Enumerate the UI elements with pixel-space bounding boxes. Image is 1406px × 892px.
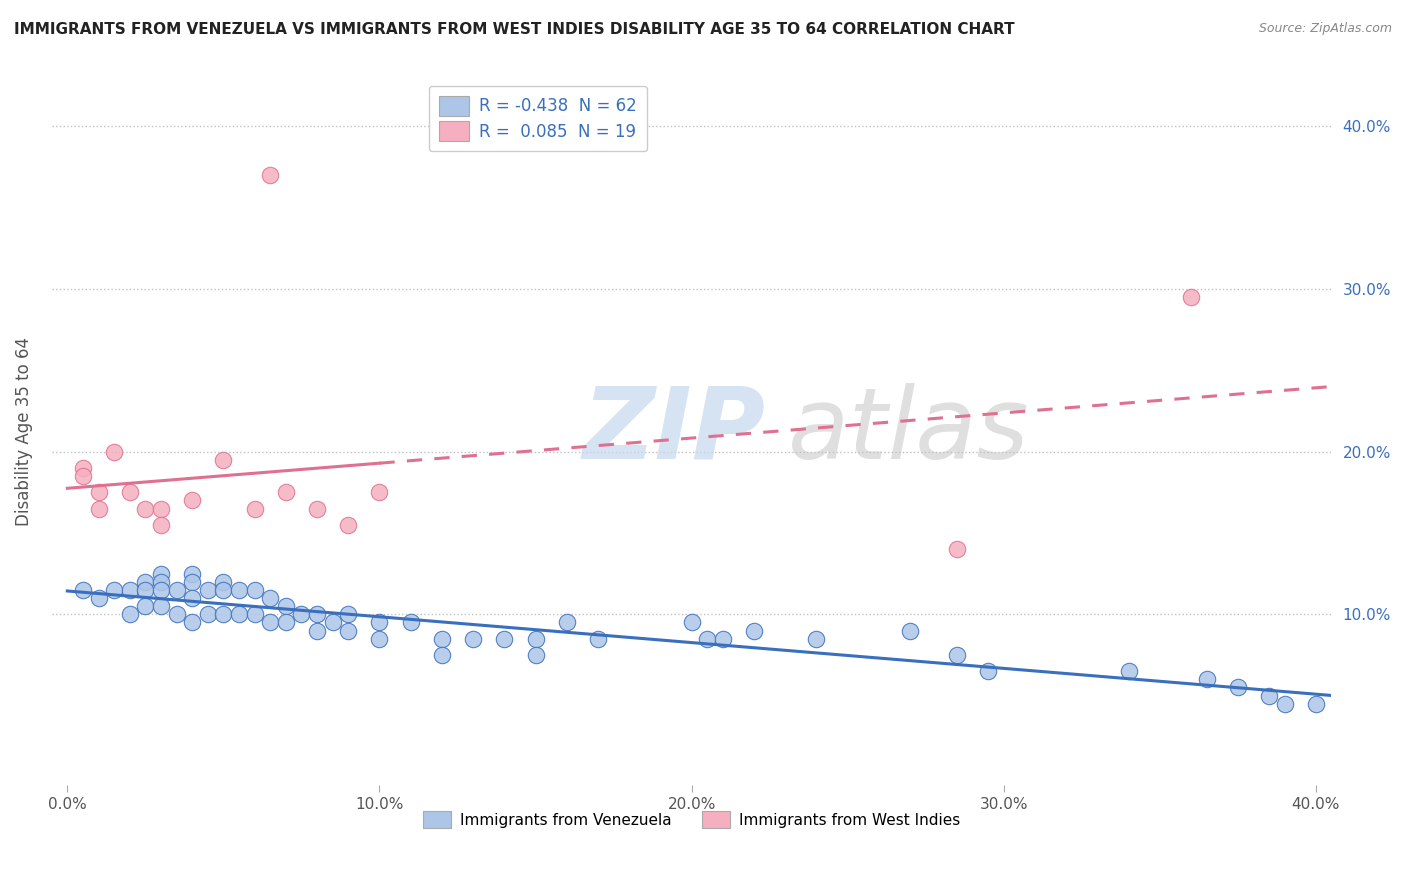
- Point: [228, 582, 250, 597]
- Point: [103, 444, 125, 458]
- Point: [946, 648, 969, 662]
- Point: [72, 469, 94, 483]
- Point: [87, 485, 110, 500]
- Point: [150, 566, 173, 581]
- Text: Source: ZipAtlas.com: Source: ZipAtlas.com: [1258, 22, 1392, 36]
- Point: [742, 624, 765, 638]
- Point: [494, 632, 516, 646]
- Point: [212, 607, 235, 622]
- Point: [243, 501, 266, 516]
- Point: [711, 632, 734, 646]
- Point: [430, 648, 453, 662]
- Point: [337, 517, 360, 532]
- Point: [243, 582, 266, 597]
- Point: [197, 582, 219, 597]
- Point: [274, 485, 297, 500]
- Point: [1274, 697, 1296, 711]
- Point: [72, 461, 94, 475]
- Point: [1118, 664, 1140, 678]
- Point: [524, 632, 547, 646]
- Text: IMMIGRANTS FROM VENEZUELA VS IMMIGRANTS FROM WEST INDIES DISABILITY AGE 35 TO 64: IMMIGRANTS FROM VENEZUELA VS IMMIGRANTS …: [14, 22, 1015, 37]
- Point: [150, 574, 173, 589]
- Point: [181, 591, 204, 605]
- Point: [337, 624, 360, 638]
- Point: [243, 607, 266, 622]
- Point: [322, 615, 344, 630]
- Point: [166, 582, 188, 597]
- Point: [1195, 673, 1218, 687]
- Point: [150, 517, 173, 532]
- Point: [461, 632, 484, 646]
- Point: [1180, 290, 1202, 304]
- Point: [1305, 697, 1327, 711]
- Point: [181, 566, 204, 581]
- Point: [103, 582, 125, 597]
- Point: [681, 615, 703, 630]
- Point: [87, 591, 110, 605]
- Point: [696, 632, 718, 646]
- Point: [305, 607, 328, 622]
- Point: [150, 599, 173, 614]
- Point: [150, 582, 173, 597]
- Point: [368, 615, 391, 630]
- Point: [524, 648, 547, 662]
- Point: [228, 607, 250, 622]
- Text: ZIP: ZIP: [583, 383, 766, 480]
- Point: [368, 632, 391, 646]
- Point: [118, 607, 141, 622]
- Point: [274, 599, 297, 614]
- Point: [212, 582, 235, 597]
- Point: [150, 501, 173, 516]
- Point: [555, 615, 578, 630]
- Point: [399, 615, 422, 630]
- Legend: Immigrants from Venezuela, Immigrants from West Indies: Immigrants from Venezuela, Immigrants fr…: [418, 805, 966, 834]
- Point: [134, 501, 156, 516]
- Point: [368, 485, 391, 500]
- Y-axis label: Disability Age 35 to 64: Disability Age 35 to 64: [15, 337, 32, 525]
- Point: [586, 632, 609, 646]
- Point: [181, 493, 204, 508]
- Point: [430, 632, 453, 646]
- Point: [197, 607, 219, 622]
- Point: [134, 599, 156, 614]
- Point: [274, 615, 297, 630]
- Point: [977, 664, 1000, 678]
- Point: [212, 452, 235, 467]
- Point: [118, 485, 141, 500]
- Point: [87, 501, 110, 516]
- Point: [181, 574, 204, 589]
- Point: [134, 574, 156, 589]
- Point: [946, 542, 969, 557]
- Point: [212, 574, 235, 589]
- Point: [259, 615, 281, 630]
- Point: [898, 624, 921, 638]
- Point: [118, 582, 141, 597]
- Point: [181, 615, 204, 630]
- Point: [305, 501, 328, 516]
- Point: [806, 632, 828, 646]
- Point: [337, 607, 360, 622]
- Point: [1226, 681, 1249, 695]
- Point: [259, 168, 281, 182]
- Point: [72, 582, 94, 597]
- Point: [290, 607, 312, 622]
- Point: [1258, 689, 1281, 703]
- Point: [259, 591, 281, 605]
- Point: [305, 624, 328, 638]
- Text: atlas: atlas: [787, 383, 1029, 480]
- Point: [166, 607, 188, 622]
- Point: [134, 582, 156, 597]
